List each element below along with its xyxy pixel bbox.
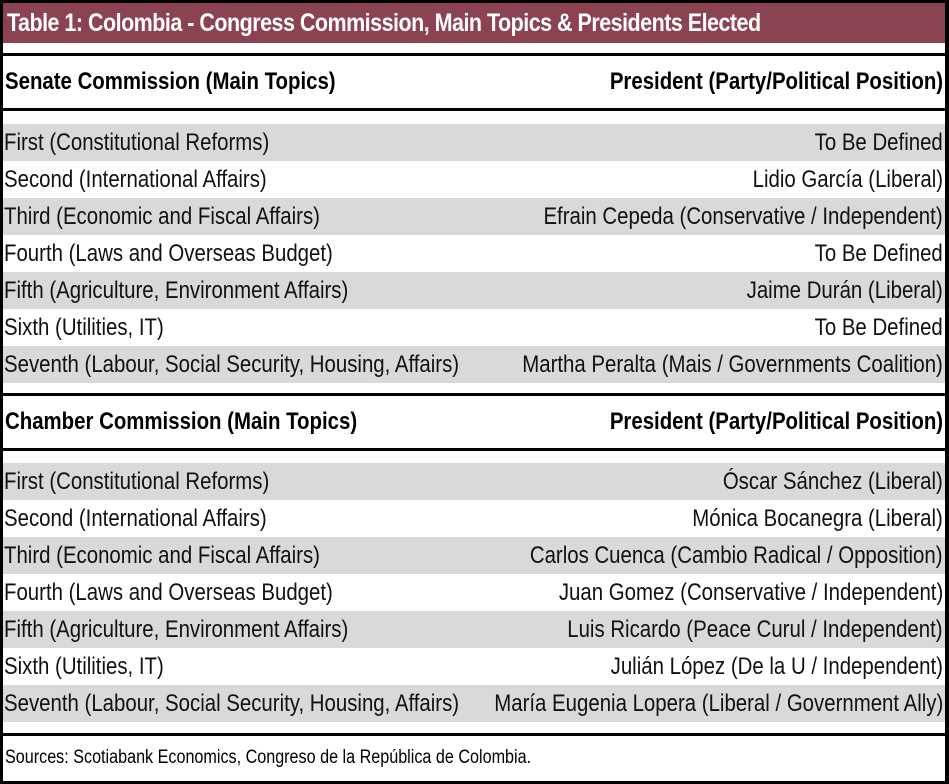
commission-cell: First (Constitutional Reforms) [4,129,270,156]
senate-header: Senate Commission (Main Topics) Presiden… [3,53,945,111]
commission-cell: Fifth (Agriculture, Environment Affairs) [4,616,349,643]
table-row: Fifth (Agriculture, Environment Affairs)… [3,272,945,309]
commission-cell: Fourth (Laws and Overseas Budget) [4,579,333,606]
commission-cell: Second (International Affairs) [4,505,267,532]
table-row: Seventh (Labour, Social Security, Housin… [3,346,945,383]
table-title: Table 1: Colombia - Congress Commission,… [7,9,761,37]
commission-cell: First (Constitutional Reforms) [4,468,270,495]
commission-cell: Fifth (Agriculture, Environment Affairs) [4,277,349,304]
president-cell: Efrain Cepeda (Conservative / Independen… [543,203,943,230]
senate-rows: First (Constitutional Reforms) To Be Def… [3,124,945,383]
table-row: Fifth (Agriculture, Environment Affairs)… [3,611,945,648]
table-title-bar: Table 1: Colombia - Congress Commission,… [3,3,945,43]
president-cell: Martha Peralta (Mais / Governments Coali… [522,351,943,378]
president-cell: Óscar Sánchez (Liberal) [723,468,943,495]
president-cell: Luis Ricardo (Peace Curul / Independent) [567,616,943,643]
commission-cell: Seventh (Labour, Social Security, Housin… [4,690,460,717]
table-row: Fourth (Laws and Overseas Budget) Juan G… [3,574,945,611]
table-row: First (Constitutional Reforms) To Be Def… [3,124,945,161]
president-cell: María Eugenia Lopera (Liberal / Governme… [493,690,943,717]
table-row: Sixth (Utilities, IT) Julián López (De l… [3,648,945,685]
senate-header-commission: Senate Commission (Main Topics) [5,68,336,95]
commission-cell: Fourth (Laws and Overseas Budget) [4,240,333,267]
president-cell: Lidio García (Liberal) [752,166,943,193]
president-cell: Juan Gomez (Conservative / Independent) [558,579,943,606]
commission-cell: Third (Economic and Fiscal Affairs) [4,203,320,230]
table-row: Sixth (Utilities, IT) To Be Defined [3,309,945,346]
president-cell: To Be Defined [814,129,943,156]
chamber-header-commission: Chamber Commission (Main Topics) [5,408,358,435]
chamber-header-president: President (Party/Political Position) [609,408,943,435]
president-cell: To Be Defined [814,240,943,267]
chamber-header: Chamber Commission (Main Topics) Preside… [3,393,945,451]
commission-cell: Third (Economic and Fiscal Affairs) [4,542,320,569]
table-row: Third (Economic and Fiscal Affairs) Efra… [3,198,945,235]
table-row: First (Constitutional Reforms) Óscar Sán… [3,463,945,500]
table-row: Second (International Affairs) Lidio Gar… [3,161,945,198]
president-cell: Julián López (De la U / Independent) [610,653,943,680]
table-row: Second (International Affairs) Mónica Bo… [3,500,945,537]
table-row: Seventh (Labour, Social Security, Housin… [3,685,945,722]
president-cell: Carlos Cuenca (Cambio Radical / Oppositi… [530,542,943,569]
president-cell: To Be Defined [814,314,943,341]
commission-cell: Second (International Affairs) [4,166,267,193]
chamber-rows: First (Constitutional Reforms) Óscar Sán… [3,463,945,722]
president-cell: Jaime Durán (Liberal) [746,277,943,304]
commission-cell: Sixth (Utilities, IT) [4,314,164,341]
commission-cell: Seventh (Labour, Social Security, Housin… [4,351,460,378]
senate-header-president: President (Party/Political Position) [609,68,943,95]
table-row: Third (Economic and Fiscal Affairs) Carl… [3,537,945,574]
president-cell: Mónica Bocanegra (Liberal) [692,505,943,532]
source-text: Sources: Scotiabank Economics, Congreso … [5,747,532,768]
source-note: Sources: Scotiabank Economics, Congreso … [3,733,945,781]
commission-cell: Sixth (Utilities, IT) [4,653,164,680]
table-frame: Table 1: Colombia - Congress Commission,… [3,3,945,781]
table-row: Fourth (Laws and Overseas Budget) To Be … [3,235,945,272]
